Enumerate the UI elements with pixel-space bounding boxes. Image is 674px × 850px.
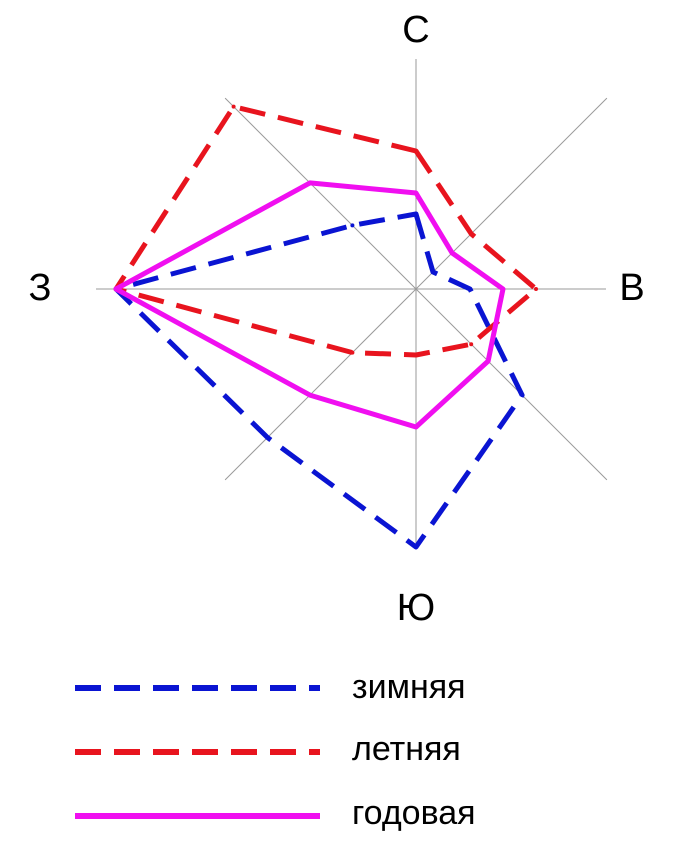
point-summer-В (534, 287, 538, 291)
direction-label-south: Ю (397, 587, 435, 629)
point-winter-ЮЗ (265, 435, 270, 440)
point-annual-СЗ (307, 180, 312, 185)
point-annual-В (501, 287, 505, 291)
point-summer-Ю (414, 353, 418, 357)
point-winter-В (468, 287, 472, 291)
point-winter-СЗ (350, 223, 355, 228)
direction-label-north: С (402, 9, 429, 51)
point-summer-С (414, 149, 418, 153)
point-winter-С (414, 212, 418, 216)
point-annual-СВ (450, 250, 455, 255)
series-line-annual (113, 180, 506, 430)
legend-label-summer: летняя (352, 730, 461, 768)
point-summer-ЮВ (469, 342, 474, 347)
point-summer-СЗ (231, 104, 236, 109)
point-annual-ЮВ (486, 359, 491, 364)
point-winter-Ю (414, 545, 418, 549)
point-annual-ЮЗ (307, 393, 312, 398)
point-annual-Ю (414, 425, 418, 429)
legend-label-winter: зимняя (352, 668, 466, 706)
point-summer-ЮЗ (350, 350, 355, 355)
point-winter-ЮВ (520, 393, 525, 398)
legend-label-annual: годовая (352, 794, 476, 832)
series-layer (113, 104, 539, 550)
axis-ЮЗ (224, 288, 417, 481)
axis-ЮВ (415, 288, 608, 481)
direction-label-east: В (619, 267, 644, 309)
direction-label-west: З (29, 267, 52, 309)
point-summer-СВ (469, 231, 474, 236)
point-winter-СВ (431, 270, 435, 274)
point-annual-З (114, 287, 118, 291)
point-annual-С (414, 191, 418, 195)
axis-СВ (415, 97, 608, 290)
series-line-winter (113, 211, 525, 550)
direction-axes (96, 59, 608, 549)
legend: зимняя летняя годовая (75, 668, 476, 832)
axis-СЗ (224, 97, 417, 290)
